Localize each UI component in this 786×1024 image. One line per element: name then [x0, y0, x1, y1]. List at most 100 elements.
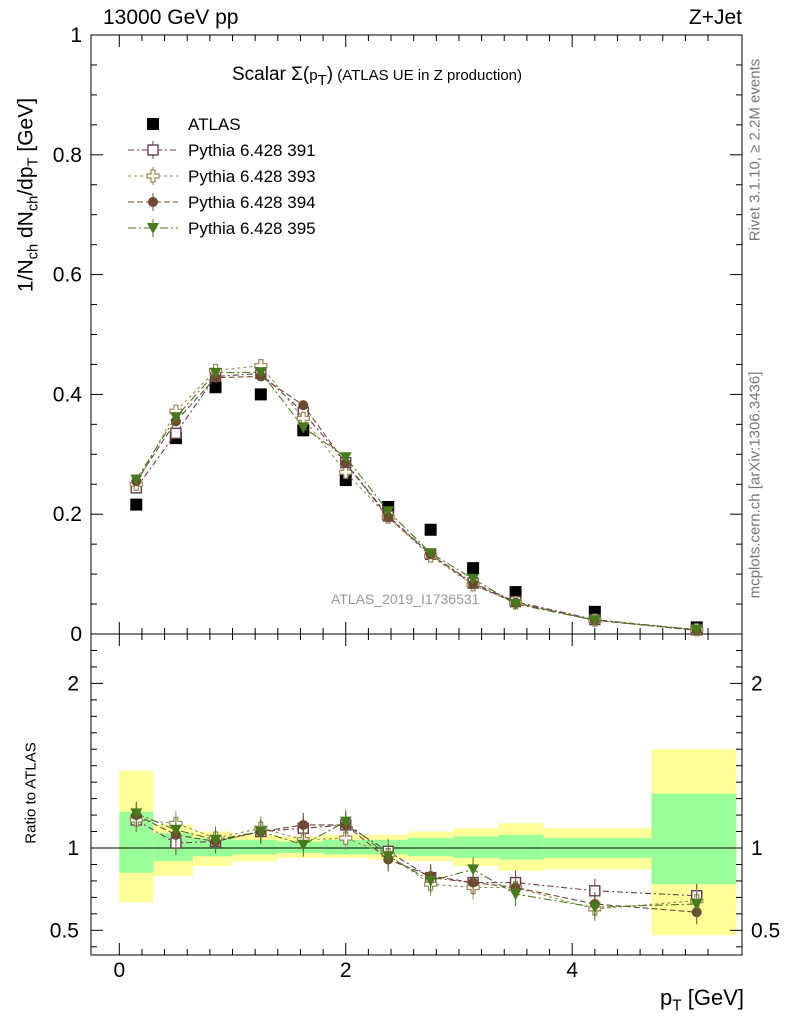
legend-marker — [148, 197, 158, 207]
ratio-y-tick-label-left: 0.5 — [50, 919, 79, 942]
mc-data-point — [509, 599, 522, 611]
plot-title-var: p — [309, 67, 318, 84]
ratio-data-point — [382, 851, 395, 863]
legend-marker — [146, 169, 160, 183]
ratio-uncertainty-bands — [91, 749, 742, 936]
process-label: Z+Jet — [688, 6, 742, 29]
rivet-version-label: Rivet 3.1.10, ≥ 2.2M events — [746, 58, 764, 242]
main-plot-series — [129, 359, 704, 637]
ratio-data-point — [588, 902, 601, 914]
plot-title-sub: T — [317, 71, 327, 89]
mc-data-point — [588, 615, 601, 627]
ratio-data-point — [339, 831, 353, 845]
mc-data-point — [169, 412, 182, 424]
mc-data-point — [254, 367, 267, 379]
legend-label: Pythia 6.428 395 — [188, 219, 316, 238]
series-line-1 — [135, 372, 697, 631]
mc-data-point — [297, 422, 310, 434]
y-tick-label: 0 — [70, 623, 82, 646]
ratio-data-point — [169, 824, 182, 836]
plot-title-close: ) — [326, 64, 334, 85]
beam-label: 13000 GeV pp — [103, 6, 239, 29]
ratio-data-point — [298, 819, 309, 830]
ylabel-part: [GeV] — [14, 97, 38, 158]
ratio-y-tick-label-right: 0.5 — [751, 919, 780, 942]
mc-data-point — [130, 474, 143, 486]
ratio-band-stat — [498, 834, 544, 860]
y-tick-label: 0.4 — [53, 383, 83, 406]
mc-data-point — [424, 548, 437, 560]
atlas-data-point — [339, 474, 352, 487]
ratio-line-2 — [136, 814, 697, 913]
ratio-line-0 — [136, 819, 697, 897]
legend-label: Pythia 6.428 391 — [188, 141, 316, 160]
mcplots-reference-label: mcplots.cern.ch [arXiv:1306.3436] — [746, 371, 764, 599]
ylabel-part: /dp — [14, 166, 38, 196]
x-tick-label: 4 — [566, 959, 578, 982]
xlabel-sub: T — [672, 997, 682, 1015]
ratio-data-point — [467, 864, 480, 876]
ratio-band-stat — [408, 838, 454, 857]
legend: ATLAS Pythia 6.428 391 Pythia 6.428 393 Pyt… — [128, 115, 316, 238]
atlas-data-point — [509, 586, 522, 599]
plot-title-symbol: Scalar Σ( — [232, 64, 310, 85]
ratio-data-point — [130, 808, 143, 820]
series-line-3 — [135, 375, 697, 631]
mc-data-point — [339, 465, 353, 479]
mc-data-point — [170, 427, 182, 440]
ratio-data-point — [509, 889, 522, 901]
ratio-frame-border — [90, 633, 743, 956]
ratio-band-stat — [277, 841, 324, 853]
ratio-plot-frame: 0 2 4 0.5 0.5 1 1 2 2 — [50, 35, 780, 982]
ratio-band-stat — [192, 838, 233, 857]
ratio-line-1 — [136, 819, 697, 910]
ratio-band-stat — [651, 793, 737, 885]
ratio-y-tick-label-right: 1 — [751, 837, 763, 860]
main-y-axis-label: 1/Nch dNch/dpT [GeV] — [14, 98, 41, 292]
plot-title: Scalar Σ(pT) (ATLAS UE in Z production) — [232, 64, 522, 89]
legend-label: Pythia 6.428 394 — [188, 193, 316, 212]
mc-data-point — [209, 367, 222, 379]
x-tick-label: 0 — [113, 959, 125, 982]
plot-title-rest: (ATLAS UE in Z production) — [333, 67, 523, 84]
ratio-data-point — [690, 898, 703, 910]
ratio-data-point — [254, 826, 267, 838]
legend-label: Pythia 6.428 393 — [188, 167, 316, 186]
ratio-data-point — [424, 875, 437, 887]
legend-marker — [147, 144, 159, 156]
legend-marker — [147, 118, 159, 130]
ylabel-sub: ch — [25, 243, 42, 260]
y-tick-label: 0.2 — [53, 503, 82, 526]
mc-data-point — [339, 452, 352, 464]
ratio-band-stat — [232, 839, 278, 855]
ratio-y-tick-label-right: 2 — [751, 672, 763, 695]
atlas-data-point — [467, 562, 480, 575]
ratio-data-point — [297, 839, 310, 851]
analysis-watermark: ATLAS_2019_I1736531 — [331, 591, 480, 607]
ratio-data-point — [339, 816, 352, 828]
ylabel-sub: T — [25, 157, 42, 167]
xlabel-part: p — [659, 985, 673, 1010]
ratio-y-tick-label-left: 2 — [67, 672, 79, 695]
mc-data-point — [298, 400, 309, 411]
ratio-line-3 — [136, 812, 697, 908]
atlas-data-point — [424, 523, 437, 536]
y-tick-label: 0.8 — [53, 144, 82, 167]
ratio-y-tick-label-left: 1 — [67, 837, 79, 860]
ratio-data-point — [468, 877, 479, 888]
xlabel-part: [GeV] — [681, 985, 744, 1010]
main-plot-frame: 0 0.2 0.4 0.6 0.8 1 — [53, 24, 743, 646]
ratio-y-axis-label: Ratio to ATLAS — [22, 742, 40, 844]
mc-data-point — [382, 506, 395, 518]
y-tick-label: 1 — [70, 24, 82, 47]
ratio-band-stat — [453, 836, 499, 858]
ratio-plot-series — [129, 801, 704, 925]
ylabel-part: 1/N — [14, 259, 38, 293]
y-tick-label: 0.6 — [53, 264, 82, 287]
legend-label: ATLAS — [188, 115, 241, 134]
atlas-data-point — [130, 498, 143, 511]
mc-data-point — [690, 624, 703, 636]
atlas-data-point — [254, 388, 267, 401]
ratio-data-point — [209, 834, 222, 846]
